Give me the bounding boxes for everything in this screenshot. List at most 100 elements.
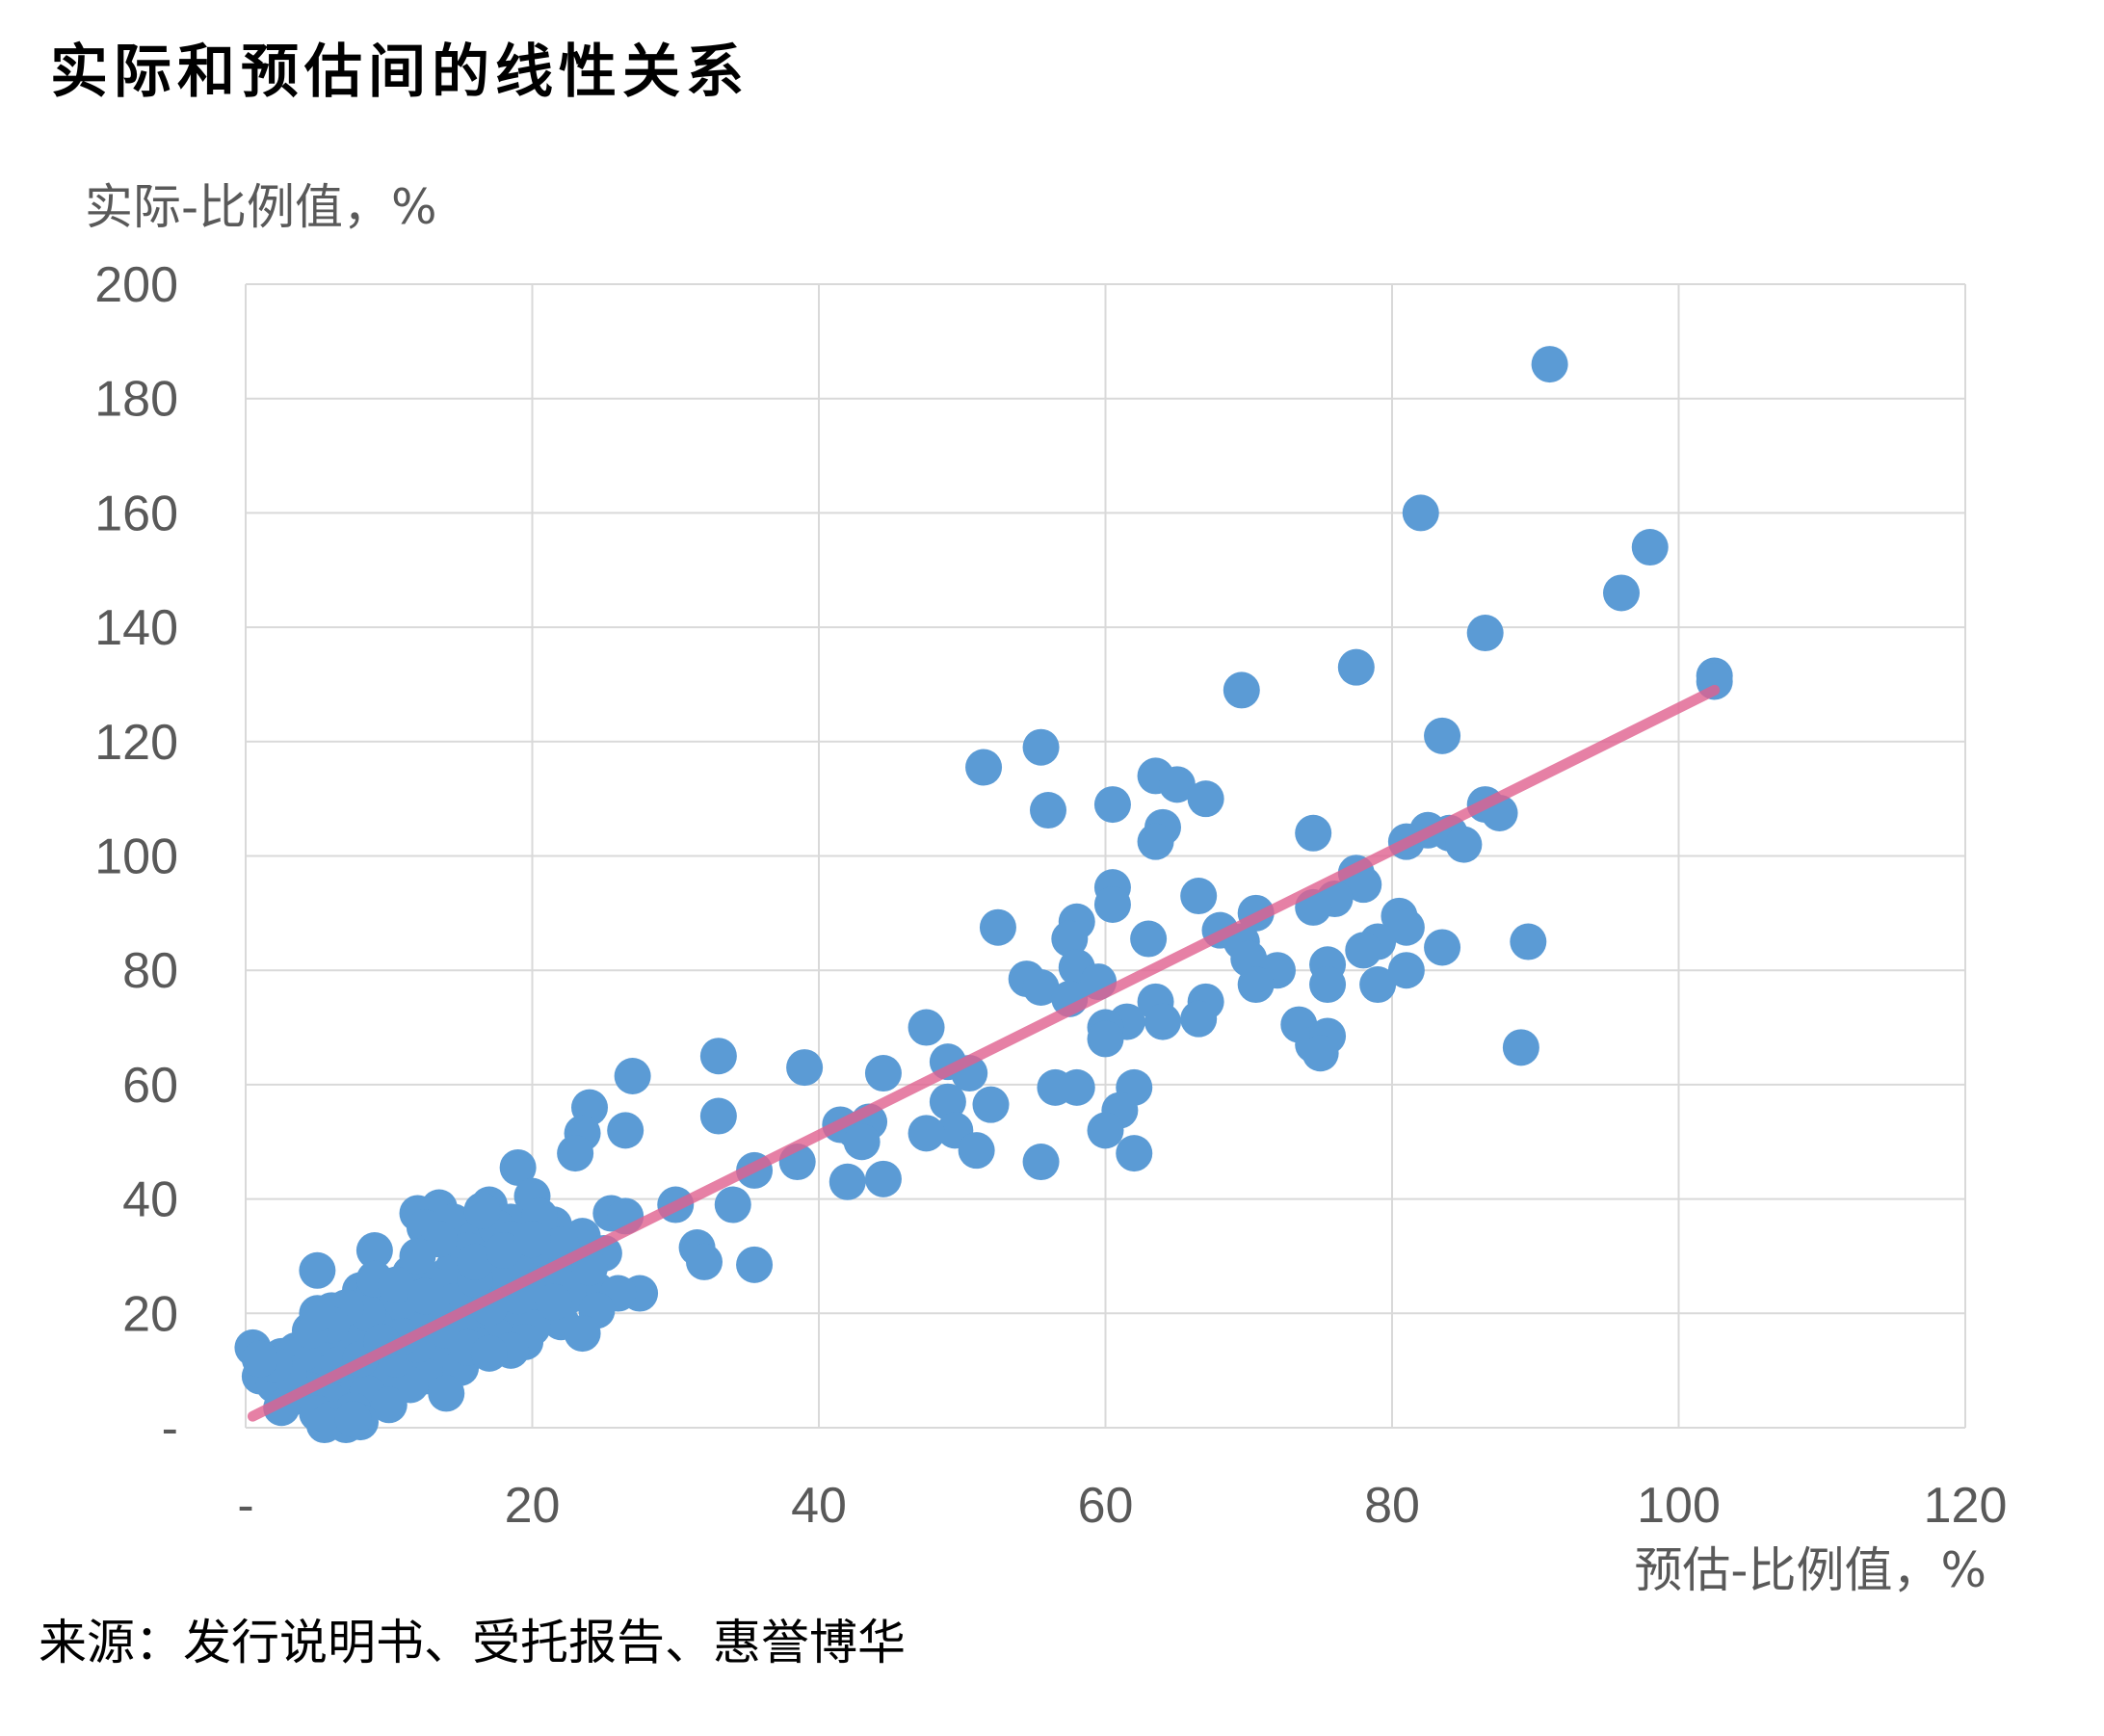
source-note: 来源：发行说明书、受托报告、惠誉博华 — [39, 1615, 906, 1670]
y-tick-label: 40 — [122, 1172, 178, 1228]
y-tick-label: 160 — [94, 486, 178, 541]
data-point — [370, 1386, 408, 1424]
data-point — [485, 1232, 522, 1270]
data-point — [965, 749, 1003, 786]
data-point — [1116, 1135, 1153, 1172]
data-point — [1144, 1003, 1181, 1040]
data-point — [843, 1123, 881, 1161]
data-point — [557, 1135, 594, 1172]
x-tick-label: 100 — [1637, 1478, 1721, 1534]
data-point — [457, 1243, 493, 1280]
x-tick-label: 40 — [791, 1478, 847, 1534]
data-point — [828, 1163, 866, 1200]
y-tick-label: - — [162, 1401, 178, 1457]
data-point — [1402, 494, 1439, 532]
data-point — [1187, 780, 1224, 818]
data-point — [1130, 920, 1168, 958]
data-point — [714, 1186, 751, 1223]
data-point — [1387, 908, 1425, 946]
trendline-layer — [247, 684, 1721, 1422]
data-point — [1424, 717, 1461, 754]
data-point — [305, 1407, 343, 1444]
data-point — [864, 1160, 902, 1197]
y-tick-label: 200 — [94, 257, 178, 313]
y-tick-label: 120 — [94, 715, 178, 771]
data-point — [1093, 885, 1131, 923]
x-axis-title: 预估-比例值，% — [1634, 1542, 1986, 1598]
data-point — [1223, 671, 1260, 709]
data-point — [1058, 1068, 1095, 1106]
data-point — [378, 1266, 415, 1303]
data-point — [1051, 920, 1089, 958]
data-point — [1087, 1112, 1124, 1149]
data-point — [1445, 826, 1483, 863]
data-point — [929, 1083, 966, 1120]
data-point — [1359, 966, 1397, 1004]
data-point — [786, 1049, 824, 1087]
y-tick-label: 100 — [94, 829, 178, 885]
data-point — [1531, 346, 1568, 383]
data-point — [1510, 923, 1547, 960]
data-point — [241, 1340, 278, 1378]
data-point — [399, 1237, 436, 1275]
data-point — [299, 1295, 336, 1332]
data-point — [355, 1232, 393, 1270]
data-point — [1180, 878, 1218, 915]
data-point — [699, 1097, 737, 1135]
data-point — [1424, 929, 1461, 966]
data-point — [1295, 814, 1332, 852]
x-tick-label: 60 — [1078, 1478, 1134, 1534]
data-point — [1087, 1020, 1124, 1058]
y-tick-labels: - 20 40 60 80 100 120 140 160 180 200 — [94, 257, 178, 1457]
y-tick-label: 20 — [122, 1286, 178, 1342]
data-point — [1237, 966, 1275, 1004]
data-point — [1022, 969, 1060, 1007]
y-tick-label: 180 — [94, 372, 178, 428]
data-point — [1631, 529, 1669, 566]
chart-title: 实际和预估间的线性关系 — [50, 39, 750, 106]
x-tick-label: 20 — [505, 1478, 561, 1534]
y-tick-label: 140 — [94, 600, 178, 656]
trendline — [247, 684, 1721, 1422]
data-point — [463, 1192, 501, 1229]
data-point — [736, 1246, 774, 1283]
data-point — [958, 1132, 995, 1170]
x-tick-label: - — [237, 1478, 253, 1534]
data-point — [428, 1375, 465, 1412]
data-point — [907, 1009, 945, 1046]
data-point — [299, 1251, 336, 1289]
data-points — [234, 346, 1733, 1444]
x-tick-labels: - 20 40 60 80 100 120 — [237, 1478, 2007, 1534]
data-point — [1158, 766, 1196, 803]
data-point — [1345, 866, 1382, 904]
data-point — [1093, 786, 1131, 824]
x-tick-label: 80 — [1364, 1478, 1420, 1534]
data-point — [470, 1334, 508, 1372]
data-point — [535, 1283, 572, 1321]
data-point — [1502, 1029, 1539, 1066]
data-point — [907, 1115, 945, 1152]
data-point — [1603, 574, 1640, 612]
data-point — [1337, 648, 1375, 686]
data-point — [1180, 1000, 1218, 1038]
data-point — [1302, 1035, 1339, 1072]
data-point — [1137, 823, 1174, 860]
data-point — [979, 908, 1016, 946]
data-point — [699, 1038, 737, 1075]
y-tick-label: 60 — [122, 1058, 178, 1114]
data-point — [1387, 952, 1425, 989]
y-tick-label: 80 — [122, 943, 178, 999]
data-point — [614, 1057, 651, 1094]
data-point — [564, 1315, 601, 1353]
data-point — [406, 1277, 443, 1315]
data-point — [1466, 615, 1504, 652]
y-axis-title: 实际-比例值，% — [85, 179, 437, 235]
x-tick-label: 120 — [1924, 1478, 2008, 1534]
data-point — [334, 1401, 372, 1438]
data-point — [1030, 792, 1066, 829]
data-point — [864, 1055, 902, 1092]
data-point — [972, 1086, 1010, 1123]
data-point — [1345, 932, 1382, 969]
data-point — [499, 1148, 537, 1186]
